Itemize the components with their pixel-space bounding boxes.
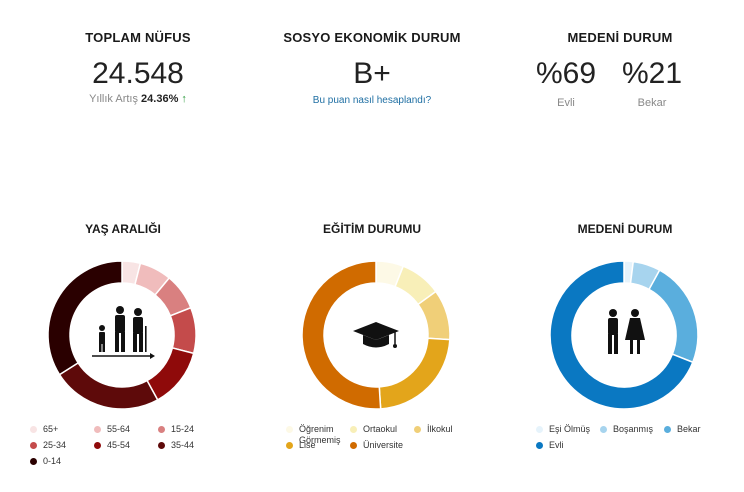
legend-label: Evli: [549, 440, 564, 450]
age-legend-item-35-44: 35-44: [158, 440, 194, 451]
age-legend-item-65plus: 65+: [30, 424, 58, 435]
growth-label: Yıllık Artış: [89, 93, 138, 105]
legend-swatch: [158, 442, 165, 450]
marital-slice-evli: [549, 260, 694, 410]
legend-swatch: [94, 426, 101, 434]
education-legend-item-ogrenim-gormemis: Öğrenim Görmemiş: [286, 424, 346, 446]
education-legend-item-lise: Lise: [286, 440, 316, 451]
legend-label: Ortaokul: [363, 424, 398, 434]
socio-title: SOSYO EKONOMİK DURUM: [283, 30, 461, 45]
socio-value: B+: [353, 57, 391, 90]
age-legend: 65+ 55-64 15-24 25-34 45-54 35-44 0-14: [30, 424, 230, 474]
marital-chart-title: MEDENİ DURUM: [577, 222, 673, 236]
population-stat: TOPLAM NÜFUS 24.548 Yıllık Artış 24.36% …: [38, 30, 238, 105]
family-icon: [92, 306, 155, 359]
age-slice-25-34: [169, 306, 197, 355]
age-legend-item-25-34: 25-34: [30, 440, 66, 451]
legend-label: İlkokul: [427, 424, 453, 434]
marital-stat: MEDENİ DURUM %69 Evli %21 Bekar: [520, 30, 720, 117]
legend-swatch: [158, 426, 165, 434]
marital-slice-bekar: [648, 269, 699, 364]
up-arrow-icon: ↑: [181, 93, 187, 105]
legend-label: Eşi Ölmüş: [549, 424, 591, 434]
married-value: %69: [535, 57, 597, 90]
legend-label: 0-14: [43, 456, 62, 466]
score-info-link[interactable]: Bu puan nasıl hesaplandı?: [312, 95, 432, 106]
legend-swatch: [664, 426, 671, 434]
age-legend-item-0-14: 0-14: [30, 456, 61, 467]
marital-title: MEDENİ DURUM: [567, 30, 673, 45]
legend-label: 45-54: [107, 440, 131, 450]
education-legend-item-ortaokul: Ortaokul: [350, 424, 397, 435]
legend-swatch: [30, 458, 37, 466]
education-slice-universite: [301, 260, 382, 410]
legend-swatch: [350, 442, 357, 450]
legend-label: 15-24: [171, 424, 195, 434]
legend-label: 25-34: [43, 440, 67, 450]
growth-line: Yıllık Artış 24.36% ↑: [38, 93, 238, 105]
legend-label: Boşanmış: [613, 424, 654, 434]
age-legend-item-15-24: 15-24: [158, 424, 194, 435]
graduation-cap-icon: [353, 322, 399, 348]
marital-donut-chart: [549, 260, 699, 410]
legend-swatch: [536, 426, 543, 434]
legend-swatch: [600, 426, 607, 434]
growth-value: 24.36%: [141, 93, 179, 105]
education-legend-item-universite: Üniversite: [350, 440, 403, 451]
age-legend-item-55-64: 55-64: [94, 424, 130, 435]
age-slice-0-14: [47, 260, 123, 376]
marital-legend: Eşi Ölmüş Boşanmış Bekar Evli: [536, 424, 736, 474]
education-donut-chart: [301, 260, 451, 410]
single-value: %21: [621, 57, 683, 90]
education-legend-item-i-lkokul: İlkokul: [414, 424, 453, 435]
age-slice-35-44: [58, 361, 159, 410]
marital-legend-item-bosanmis: Boşanmış: [600, 424, 653, 435]
marital-legend-item-evli: Evli: [536, 440, 564, 451]
legend-label: Lise: [299, 440, 316, 450]
population-value: 24.548: [92, 57, 184, 90]
age-chart-title: YAŞ ARALIĞI: [85, 222, 161, 236]
age-legend-item-45-54: 45-54: [94, 440, 130, 451]
single-label: Bekar: [637, 97, 667, 109]
legend-swatch: [414, 426, 421, 434]
age-donut-chart: [47, 260, 197, 410]
legend-swatch: [350, 426, 357, 434]
education-chart-title: EĞİTİM DURUMU: [323, 222, 421, 236]
legend-label: 55-64: [107, 424, 131, 434]
legend-swatch: [536, 442, 543, 450]
legend-label: 35-44: [171, 440, 195, 450]
legend-swatch: [30, 426, 37, 434]
education-legend: Öğrenim Görmemiş Ortaokul İlkokul Lise Ünive…: [286, 424, 486, 474]
legend-swatch: [286, 426, 293, 434]
socio-stat: SOSYO EKONOMİK DURUM B+ Bu puan nasıl he…: [272, 30, 472, 106]
legend-label: Üniversite: [363, 440, 404, 450]
marital-legend-item-esi-olmus: Eşi Ölmüş: [536, 424, 590, 435]
population-title: TOPLAM NÜFUS: [85, 30, 191, 45]
legend-label: 65+: [43, 424, 59, 434]
marital-legend-item-bekar: Bekar: [664, 424, 701, 435]
legend-swatch: [286, 442, 293, 450]
legend-label: Bekar: [677, 424, 701, 434]
married-label: Evli: [557, 97, 575, 109]
couple-icon: [608, 309, 645, 354]
legend-swatch: [30, 442, 37, 450]
legend-swatch: [94, 442, 101, 450]
legend-label: Öğrenim Görmemiş: [299, 424, 341, 445]
